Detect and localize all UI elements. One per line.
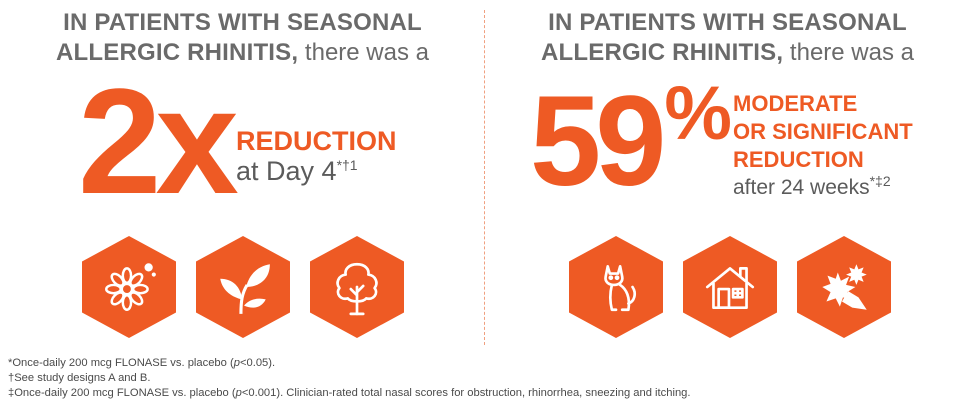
left-callout-sup: *†1: [336, 157, 358, 173]
footnote-3-value: <0.001). Clinician-rated total nasal sco…: [241, 387, 691, 399]
right-icon-row: [569, 236, 891, 338]
footnote-1-p: p: [233, 357, 240, 369]
left-stat: 2x: [78, 57, 239, 225]
footnote-3: ‡Once-daily 200 mcg FLONASE vs. placebo …: [8, 386, 958, 401]
footnote-2: †See study designs A and B.: [8, 372, 151, 384]
plant-icon: [196, 236, 290, 338]
right-panel: IN PATIENTS WITH SEASONAL ALLERGIC RHINI…: [485, 0, 970, 345]
left-callout-detail: at Day 4*†1: [236, 156, 397, 186]
right-stat-number: 59: [530, 70, 666, 213]
right-callout-sup: *‡2: [869, 173, 891, 189]
right-callout-line1: MODERATE: [733, 91, 858, 116]
left-heading: IN PATIENTS WITH SEASONAL ALLERGIC RHINI…: [0, 8, 485, 68]
footnote-3-p: p: [235, 387, 242, 399]
right-stat-percent: %: [664, 71, 732, 156]
flower-icon: [82, 236, 176, 338]
right-callout-detail: after 24 weeks*‡2: [733, 174, 913, 202]
right-callout-line2: OR SIGNIFICANT: [733, 119, 913, 144]
right-heading-line2: ALLERGIC RHINITIS,: [540, 39, 784, 66]
right-callout: MODERATE OR SIGNIFICANT REDUCTION after …: [733, 90, 913, 202]
footnotes: *Once-daily 200 mcg FLONASE vs. placebo …: [8, 356, 958, 401]
left-callout-headline: REDUCTION: [236, 126, 397, 156]
right-stat: 59%: [530, 71, 732, 224]
right-heading: IN PATIENTS WITH SEASONAL ALLERGIC RHINI…: [485, 8, 970, 68]
house-icon: [683, 236, 777, 338]
tree-icon: [310, 236, 404, 338]
left-icon-row: [82, 236, 404, 338]
mold-icon: [797, 236, 891, 338]
right-heading-line1: IN PATIENTS WITH SEASONAL: [548, 9, 907, 36]
footnote-1-value: <0.05).: [239, 357, 276, 369]
left-panel: IN PATIENTS WITH SEASONAL ALLERGIC RHINI…: [0, 0, 485, 345]
footnote-3-text: ‡Once-daily 200 mcg FLONASE vs. placebo …: [8, 387, 236, 399]
left-heading-line1: IN PATIENTS WITH SEASONAL: [63, 9, 422, 36]
right-callout-line3: REDUCTION: [733, 147, 864, 172]
left-callout-detail-text: at Day 4: [236, 156, 337, 186]
left-callout: REDUCTION at Day 4*†1: [236, 126, 397, 186]
right-heading-light: there was a: [789, 39, 914, 66]
left-heading-light: there was a: [304, 39, 429, 66]
cat-icon: [569, 236, 663, 338]
left-heading-line2: ALLERGIC RHINITIS,: [55, 39, 299, 66]
panel-divider: [484, 10, 485, 345]
right-callout-detail-text: after 24 weeks: [733, 176, 870, 199]
footnote-1-text: *Once-daily 200 mcg FLONASE vs. placebo …: [8, 357, 234, 369]
footnote-1: *Once-daily 200 mcg FLONASE vs. placebo …: [8, 356, 958, 371]
